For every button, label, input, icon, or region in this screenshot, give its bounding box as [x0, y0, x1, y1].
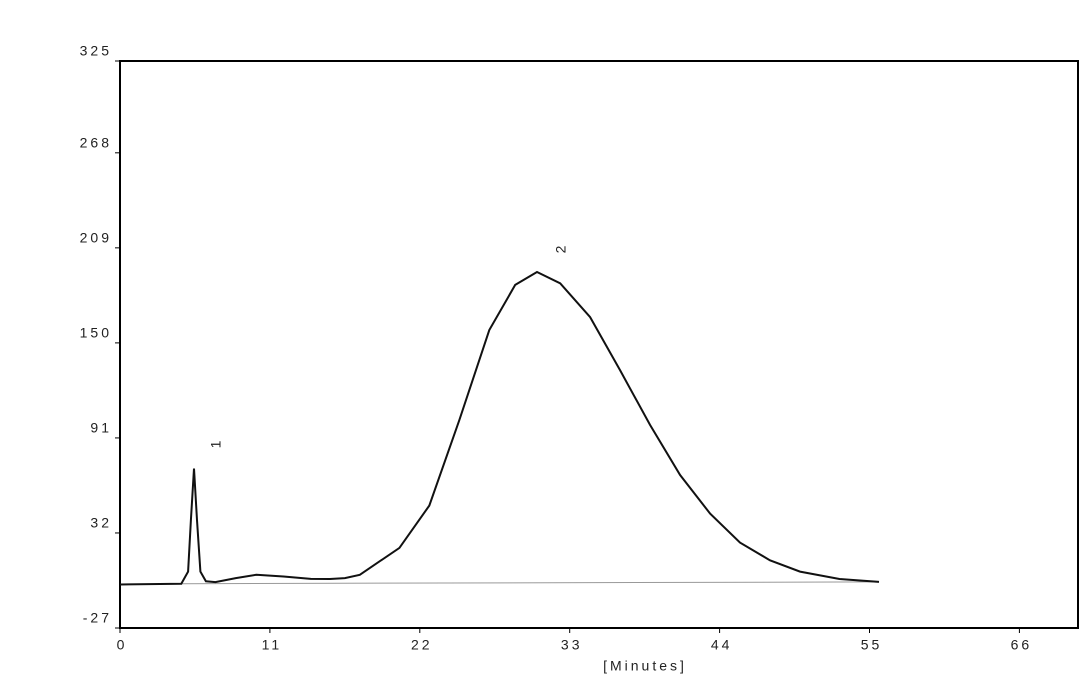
y-tick-label: -27: [83, 610, 112, 626]
x-tick-label: 33: [561, 637, 583, 653]
x-tick-label: 22: [411, 637, 433, 653]
x-tick-label: 11: [262, 637, 283, 653]
y-tick-label: 32: [90, 515, 112, 531]
peak-label: 2: [553, 243, 569, 254]
x-tick-label: 55: [861, 637, 883, 653]
x-tick-label: 44: [711, 637, 733, 653]
plot-frame: [119, 60, 1079, 629]
peak-label: 1: [208, 438, 224, 449]
trace-line: [119, 270, 880, 586]
y-tick-label: 268: [80, 135, 112, 151]
x-tick-label: 66: [1011, 637, 1033, 653]
y-tick-label: 325: [80, 43, 112, 59]
x-tick-label: 0: [117, 637, 128, 653]
trace-line: [181, 581, 880, 585]
y-tick-label: 91: [90, 420, 112, 436]
y-tick-label: 209: [80, 230, 112, 246]
y-tick-label: 150: [80, 325, 112, 341]
x-axis-label: [Minutes]: [603, 658, 687, 674]
